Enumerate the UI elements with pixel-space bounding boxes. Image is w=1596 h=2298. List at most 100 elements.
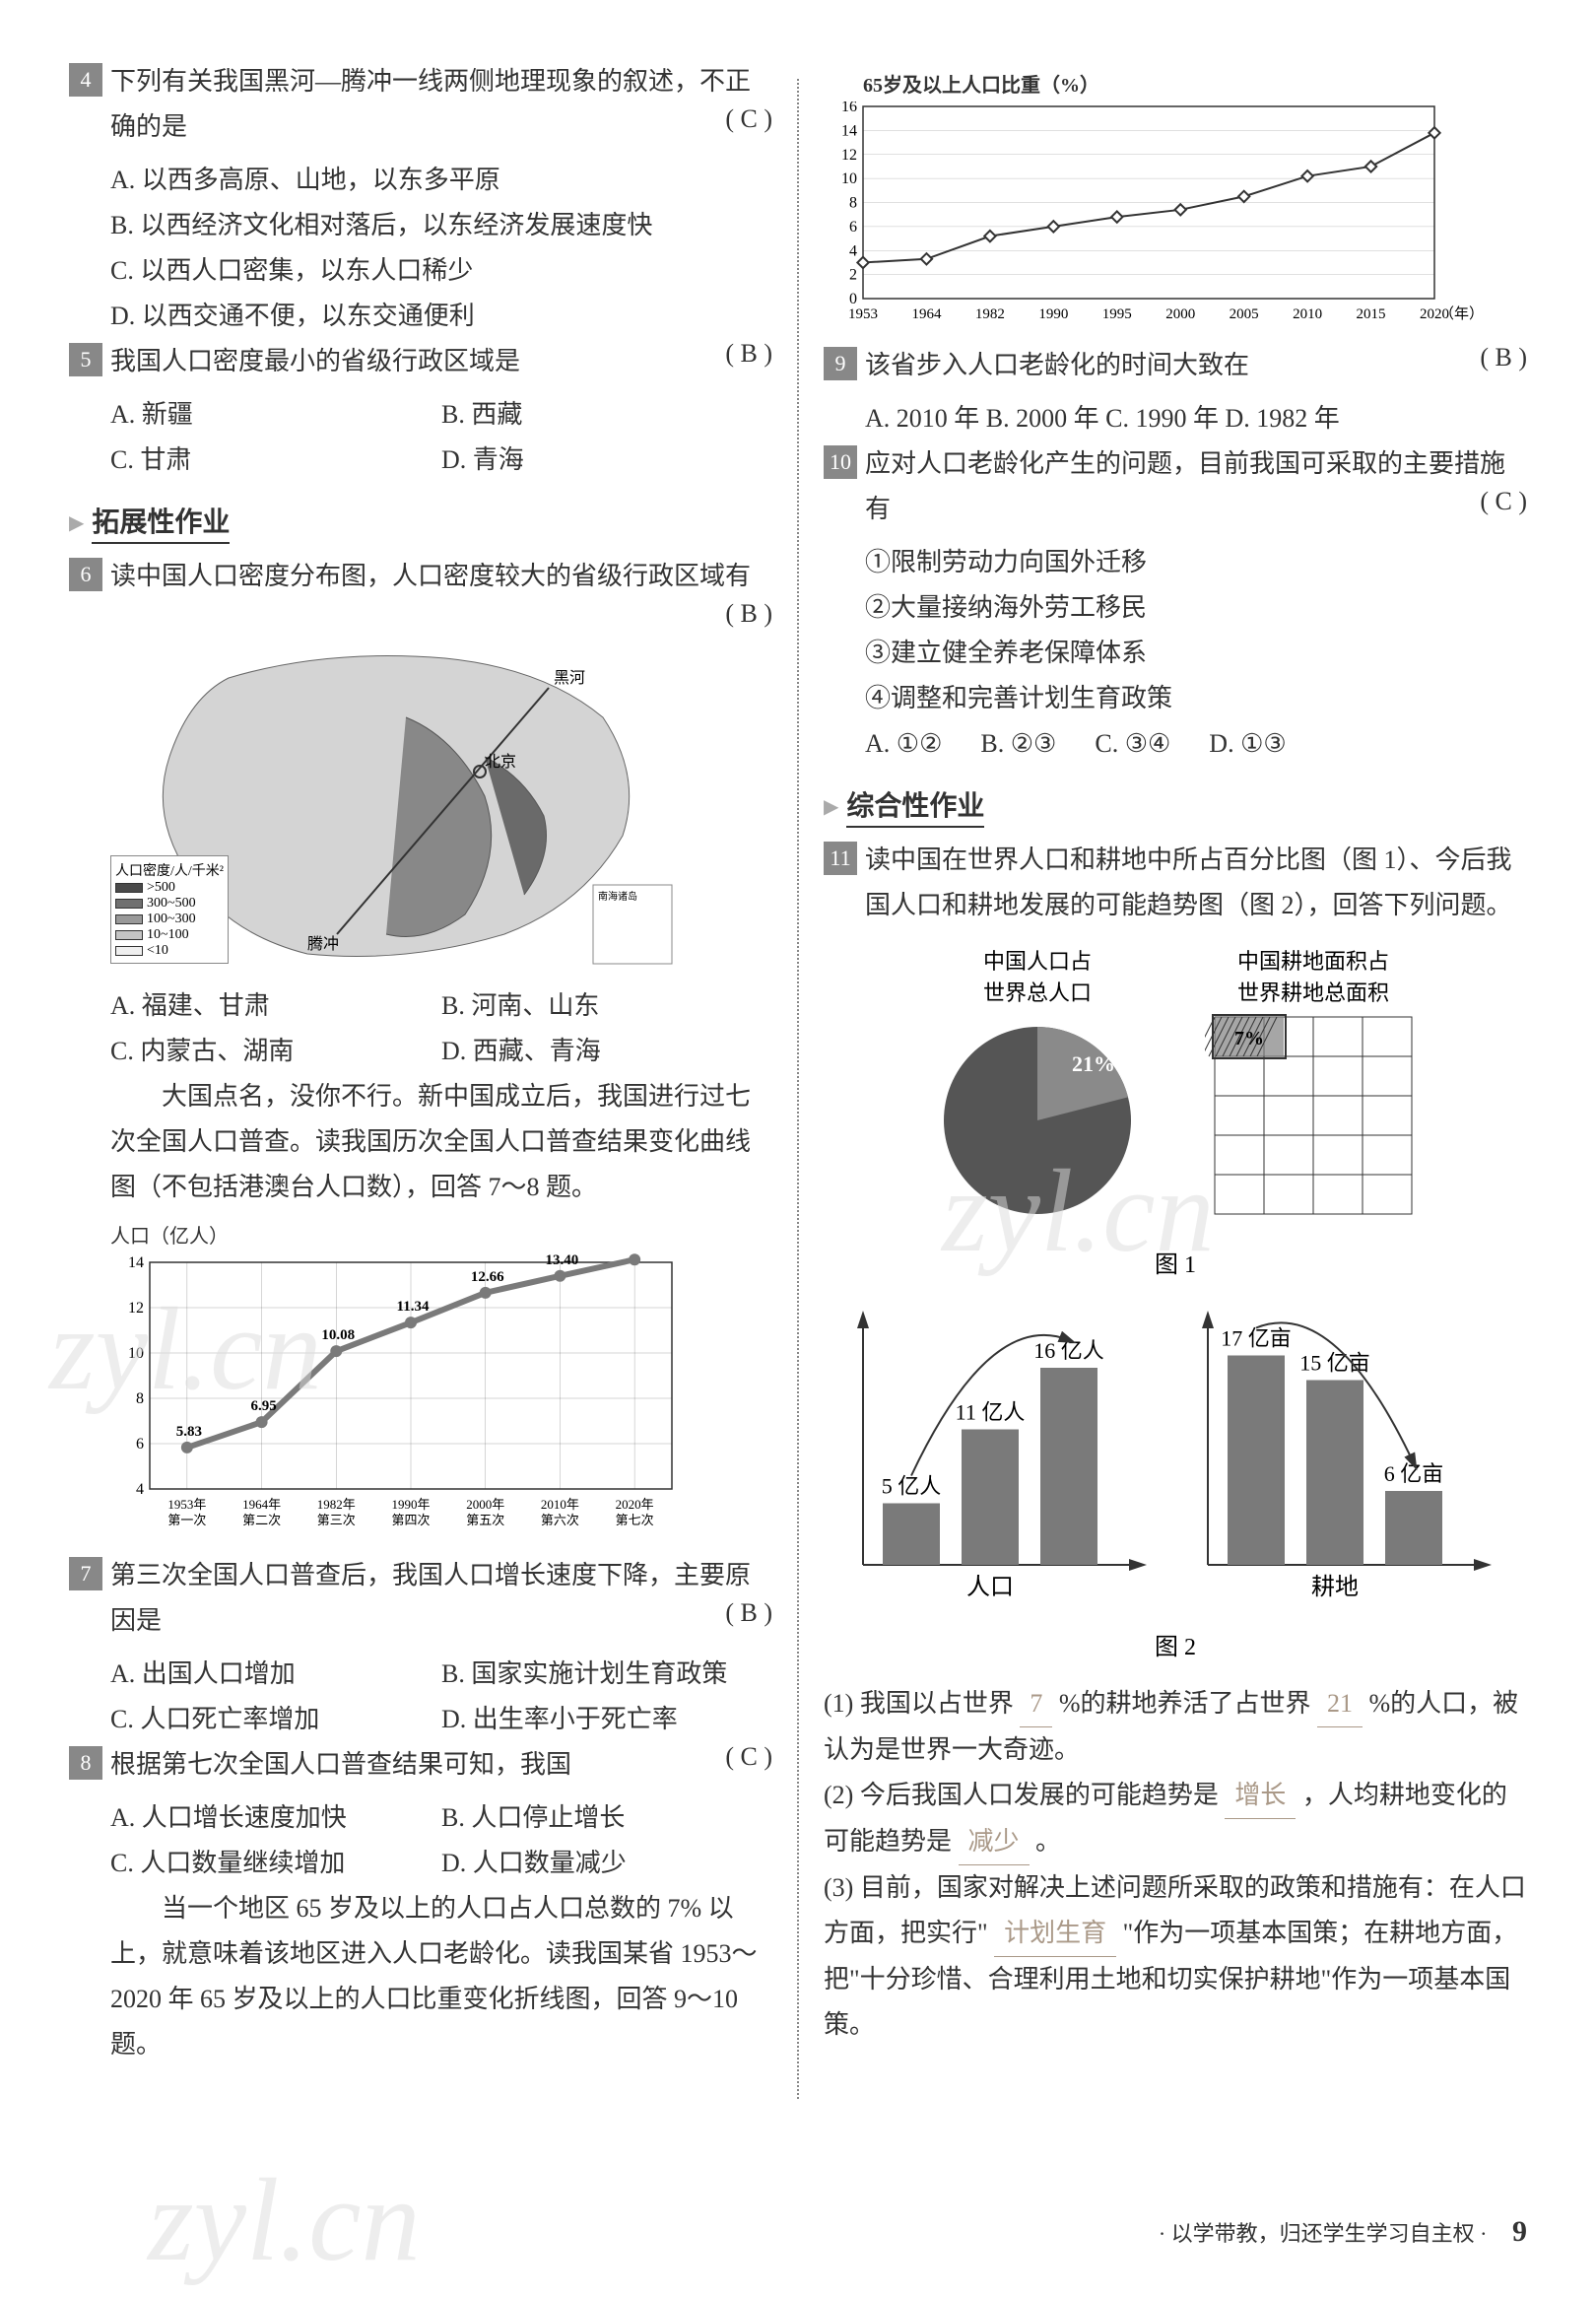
- option-b: B. 国家实施计划生育政策: [441, 1652, 772, 1697]
- legend-swatch: [115, 946, 143, 956]
- svg-text:6: 6: [849, 219, 857, 236]
- svg-text:7%: 7%: [1234, 1028, 1264, 1049]
- svg-text:1953年: 1953年: [167, 1497, 206, 1512]
- items-q10: ①限制劳动力向国外迁移 ②大量接纳海外劳工移民 ③建立健全养老保障体系 ④调整和…: [824, 540, 1527, 767]
- chart-ylabel: 人口（亿人）: [110, 1220, 772, 1249]
- svg-text:16: 16: [841, 101, 857, 115]
- china-density-map: 黑河 北京 腾冲 南海诸岛 人口密度/人/千米² >500 300~500 10…: [110, 639, 682, 974]
- item-4: ④调整和完善计划生育政策: [865, 676, 1527, 721]
- map-label-beijing: 北京: [485, 753, 516, 771]
- svg-text:8: 8: [849, 195, 857, 212]
- option-d: D. 出生率小于死亡率: [441, 1697, 772, 1742]
- svg-text:2015: 2015: [1357, 306, 1386, 322]
- options-q6: A. 福建、甘肃B. 河南、山东 C. 内蒙古、湖南D. 西藏、青海: [69, 983, 772, 1074]
- map-legend: 人口密度/人/千米² >500 300~500 100~300 10~100 <…: [110, 855, 229, 964]
- legend-title: 人口密度/人/千米²: [115, 860, 224, 880]
- svg-text:南海诸岛: 南海诸岛: [598, 890, 637, 903]
- sub1-blank2: 21: [1317, 1681, 1363, 1727]
- svg-text:（年）: （年）: [1439, 305, 1484, 322]
- question-text: 根据第七次全国人口普查结果可知，我国: [110, 1750, 571, 1779]
- question-number: 10: [824, 445, 857, 479]
- svg-text:1982年: 1982年: [317, 1497, 356, 1512]
- svg-text:11.34: 11.34: [397, 1299, 430, 1315]
- legend-swatch: [115, 914, 143, 924]
- question-number: 9: [824, 347, 857, 380]
- section-title: 拓展性作业: [92, 501, 230, 544]
- options-q4: A. 以西多高原、山地，以东多平原 B. 以西经济文化相对落后，以东经济发展速度…: [69, 158, 772, 339]
- grid-label-bottom: 世界耕地总面积: [1205, 976, 1422, 1007]
- page-number: 9: [1512, 2215, 1527, 2248]
- svg-text:14: 14: [841, 122, 857, 139]
- legend-range: 300~500: [147, 896, 196, 912]
- chart-title: 65岁及以上人口比重（%）: [863, 69, 1527, 98]
- legend-range: >500: [147, 880, 175, 896]
- grid-label-top: 中国耕地面积占: [1205, 944, 1422, 976]
- svg-text:13.40: 13.40: [546, 1252, 579, 1268]
- svg-text:12: 12: [841, 147, 857, 164]
- question-number: 4: [69, 63, 102, 97]
- svg-text:第一次: 第一次: [167, 1513, 206, 1527]
- svg-text:人口: 人口: [966, 1575, 1014, 1600]
- answer-blank: ( B ): [725, 599, 772, 629]
- option-c: C. 以西人口密集，以东人口稀少: [110, 248, 772, 294]
- footer-motto: · 以学带教，归还学生学习自主权 ·: [1159, 2221, 1488, 2246]
- legend-range: <10: [147, 943, 168, 959]
- watermark: zyl.cn: [942, 1143, 1215, 1279]
- sub1-blank1: 7: [1020, 1681, 1052, 1727]
- svg-text:2000年: 2000年: [466, 1497, 504, 1512]
- svg-text:第三次: 第三次: [317, 1513, 356, 1527]
- svg-text:1995: 1995: [1102, 306, 1132, 322]
- svg-text:12.66: 12.66: [471, 1269, 504, 1285]
- option-c: C. 人口死亡率增加: [110, 1697, 441, 1742]
- answer-blank: ( B ): [1480, 343, 1527, 372]
- svg-text:0: 0: [849, 291, 857, 307]
- grid-chart-wrap: 中国耕地面积占 世界耕地总面积 7%: [1205, 944, 1422, 1229]
- sub2-blank1: 增长: [1225, 1773, 1296, 1819]
- question-text: 第三次全国人口普查后，我国人口增长速度下降，主要原因是: [110, 1561, 751, 1635]
- option-d: D. 西藏、青海: [441, 1029, 772, 1074]
- answer-blank: ( C ): [725, 104, 772, 134]
- svg-text:第七次: 第七次: [616, 1513, 654, 1527]
- option-b: B. 人口停止增长: [441, 1795, 772, 1841]
- subquestion-3: (3) 目前，国家对解决上述问题所采取的政策和措施有：在人口方面，把实行" 计划…: [824, 1865, 1527, 2048]
- svg-text:2: 2: [849, 267, 857, 284]
- svg-text:14: 14: [128, 1254, 144, 1271]
- option-a: A. 新疆: [110, 392, 441, 438]
- subquestion-2: (2) 今后我国人口发展的可能趋势是 增长 ，人均耕地变化的可能趋势是 减少 。: [824, 1773, 1527, 1865]
- option-d: D. 青海: [441, 438, 772, 483]
- options-q7: A. 出国人口增加B. 国家实施计划生育政策 C. 人口死亡率增加D. 出生率小…: [69, 1652, 772, 1742]
- legend-range: 10~100: [147, 927, 189, 943]
- section-arrow-icon: ▶: [69, 510, 84, 535]
- column-divider: [797, 79, 799, 2099]
- option-a: A. 福建、甘肃: [110, 983, 441, 1029]
- option-b: B. 西藏: [441, 392, 772, 438]
- legend-swatch: [115, 899, 143, 909]
- pie-label-bottom: 世界总人口: [929, 976, 1146, 1007]
- fig2-caption: 图 2: [824, 1627, 1527, 1661]
- option-b: B. 河南、山东: [441, 983, 772, 1029]
- question-11: 11 读中国在世界人口和耕地中所占百分比图（图 1）、今后我国人口和耕地发展的可…: [824, 838, 1527, 928]
- question-text: 读中国人口密度分布图，人口密度较大的省级行政区域有: [110, 562, 751, 590]
- question-number: 5: [69, 343, 102, 376]
- answer-blank: ( C ): [1480, 487, 1527, 516]
- svg-text:第二次: 第二次: [242, 1513, 281, 1527]
- svg-text:第五次: 第五次: [466, 1513, 504, 1527]
- question-7: 7 第三次全国人口普查后，我国人口增长速度下降，主要原因是 ( B ): [69, 1553, 772, 1644]
- svg-text:第六次: 第六次: [541, 1513, 579, 1527]
- page-footer: · 以学带教，归还学生学习自主权 · 9: [1159, 2215, 1527, 2249]
- answer-blank: ( C ): [725, 1742, 772, 1772]
- option-d: D. 人口数量减少: [441, 1841, 772, 1886]
- option-a: A. 人口增长速度加快: [110, 1795, 441, 1841]
- svg-text:5 亿人: 5 亿人: [882, 1474, 942, 1499]
- svg-text:5.83: 5.83: [176, 1424, 202, 1440]
- question-number: 11: [824, 842, 857, 875]
- svg-text:21%: 21%: [1072, 1051, 1115, 1076]
- svg-text:1990年: 1990年: [391, 1497, 430, 1512]
- question-text: 我国人口密度最小的省级行政区域是: [110, 347, 520, 375]
- option-a: A. 出国人口增加: [110, 1652, 441, 1697]
- left-column: 4 下列有关我国黑河—腾冲一线两侧地理现象的叙述，不正确的是 ( C ) A. …: [69, 59, 772, 2129]
- narrative-census: 大国点名，没你不行。新中国成立后，我国进行过七次全国人口普查。读我国历次全国人口…: [69, 1074, 772, 1210]
- question-text: 读中国在世界人口和耕地中所占百分比图（图 1）、今后我国人口和耕地发展的可能趋势…: [865, 845, 1512, 919]
- svg-text:16 亿人: 16 亿人: [1033, 1338, 1104, 1363]
- answer-blank: ( B ): [725, 1598, 772, 1628]
